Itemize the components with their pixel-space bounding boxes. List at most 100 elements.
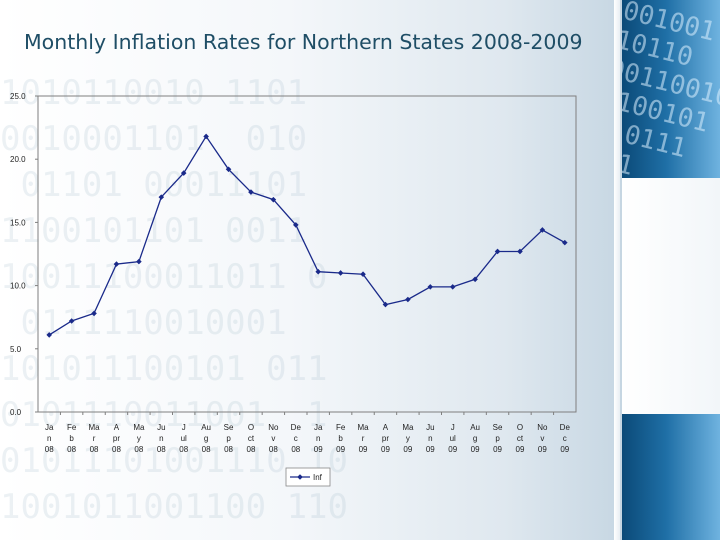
x-tick-label-line: Ja xyxy=(45,423,54,432)
y-tick-label: 0.0 xyxy=(10,408,22,417)
x-tick-label-line: 09 xyxy=(381,445,390,454)
x-tick-label-line: 09 xyxy=(516,445,525,454)
legend-label-inf: Inf xyxy=(313,473,323,482)
x-tick-label-line: No xyxy=(537,423,548,432)
x-tick-label: Ja n 09 xyxy=(314,423,323,454)
x-tick-label-line: A xyxy=(114,423,120,432)
data-point-marker xyxy=(225,166,232,173)
side-panel-white-band xyxy=(622,178,720,414)
x-tick-label-line: v xyxy=(271,434,275,443)
x-tick-label-line: Ma xyxy=(402,423,414,432)
x-tick-label-line: Au xyxy=(470,423,480,432)
x-tick-label-line: b xyxy=(338,434,343,443)
x-tick-label-line: De xyxy=(291,423,302,432)
y-tick-label: 15.0 xyxy=(10,218,26,227)
data-point-marker xyxy=(315,268,322,275)
x-tick-label-line: 08 xyxy=(112,445,121,454)
side-divider xyxy=(614,0,620,540)
x-tick-label-line: c xyxy=(294,434,298,443)
x-tick-label-line: 08 xyxy=(45,445,54,454)
y-axis: 0.0 5.0 10.0 15.0 20.0 25.0 xyxy=(10,92,38,417)
data-point-marker xyxy=(203,133,209,140)
x-tick-label-line: J xyxy=(451,423,455,432)
x-tick-label-line: ct xyxy=(517,434,524,443)
x-tick-label-line: ul xyxy=(181,434,187,443)
x-tick-label-line: c xyxy=(563,434,567,443)
data-point-marker xyxy=(91,310,97,317)
x-tick-label-line: ct xyxy=(248,434,255,443)
data-point-marker xyxy=(248,189,254,195)
x-tick-label-line: v xyxy=(540,434,544,443)
x-tick-label-line: 08 xyxy=(202,445,211,454)
x-tick-label-line: 09 xyxy=(403,445,412,454)
x-tick-label-line: 08 xyxy=(134,445,143,454)
x-tick-label-line: Ma xyxy=(133,423,145,432)
side-decoration-panel: 1001001 010110 1001100101 0100101 001011… xyxy=(622,0,720,540)
x-tick-label-line: y xyxy=(406,434,410,443)
x-tick-label-line: 09 xyxy=(314,445,323,454)
x-tick-label: Se p 08 xyxy=(224,423,234,454)
x-tick-label: Ja n 08 xyxy=(45,423,54,454)
x-tick-label-line: 09 xyxy=(336,445,345,454)
x-tick-label-line: Se xyxy=(493,423,503,432)
data-point-marker xyxy=(561,239,568,246)
data-point-marker xyxy=(382,301,389,308)
x-tick-label-line: 08 xyxy=(179,445,188,454)
x-tick-label: No v 09 xyxy=(537,423,548,454)
x-tick-label: Ju n 08 xyxy=(157,423,166,454)
x-tick-label: Au g 08 xyxy=(201,423,211,454)
x-tick-label: Ma r 08 xyxy=(88,423,100,454)
x-tick-label-line: n xyxy=(428,434,432,443)
data-point-marker xyxy=(113,261,120,267)
x-tick-label-line: ul xyxy=(450,434,456,443)
x-tick-label-line: p xyxy=(495,434,500,443)
x-tick-label: Fe b 09 xyxy=(336,423,346,454)
data-point-marker xyxy=(539,227,546,233)
data-point-marker xyxy=(405,296,411,303)
x-tick-label-line: 08 xyxy=(291,445,300,454)
x-tick-label-line: pr xyxy=(382,434,389,443)
x-tick-label-line: Fe xyxy=(67,423,77,432)
x-tick-label-line: Ju xyxy=(426,423,434,432)
data-point-marker xyxy=(360,271,366,278)
data-point-marker xyxy=(292,222,299,228)
data-point-marker xyxy=(449,284,456,290)
x-tick-label-line: pr xyxy=(113,434,120,443)
x-tick-label: Ma r 09 xyxy=(357,423,369,454)
x-tick-label: Ma y 09 xyxy=(402,423,414,454)
y-tick-label: 20.0 xyxy=(10,155,26,164)
x-tick-label-line: p xyxy=(226,434,231,443)
x-tick-label: Ma y 08 xyxy=(133,423,145,454)
x-tick-label-line: 08 xyxy=(157,445,166,454)
x-tick-label-line: 08 xyxy=(67,445,76,454)
legend: Inf xyxy=(285,467,331,487)
x-tick-label-line: J xyxy=(182,423,186,432)
x-tick-label-line: Au xyxy=(201,423,211,432)
data-point-marker xyxy=(337,270,344,276)
x-tick-label-line: 08 xyxy=(269,445,278,454)
x-tick-label: Ju n 09 xyxy=(426,423,435,454)
x-tick-label-line: 09 xyxy=(426,445,435,454)
x-tick-label-line: 08 xyxy=(90,445,99,454)
x-tick-label-line: Ma xyxy=(88,423,100,432)
data-point-marker xyxy=(136,258,142,265)
x-tick-label: Au g 09 xyxy=(470,423,480,454)
x-tick-label-line: O xyxy=(517,423,523,432)
data-point-marker xyxy=(494,248,501,255)
x-tick-label-line: n xyxy=(159,434,163,443)
x-tick-label: No v 08 xyxy=(268,423,279,454)
x-tick-label-line: b xyxy=(69,434,74,443)
data-point-marker xyxy=(180,170,187,176)
x-tick-label: Fe b 08 xyxy=(67,423,77,454)
x-tick-label: De c 08 xyxy=(291,423,302,454)
x-tick-label-line: 09 xyxy=(538,445,547,454)
legend-marker xyxy=(297,474,303,480)
x-tick-label-line: r xyxy=(93,434,96,443)
